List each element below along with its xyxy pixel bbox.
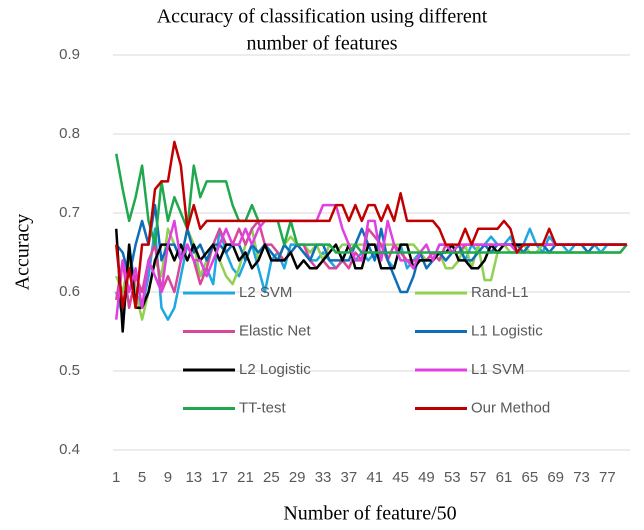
x-tick-label: 41 bbox=[366, 469, 383, 486]
chart-title: Accuracy of classification using differe… bbox=[157, 6, 488, 28]
legend-label: Our Method bbox=[471, 399, 550, 416]
x-tick-label: 61 bbox=[496, 469, 513, 486]
y-tick-label: 0.5 bbox=[59, 362, 80, 379]
y-tick-label: 0.8 bbox=[59, 125, 80, 142]
x-tick-label: 33 bbox=[315, 469, 332, 486]
y-tick-label: 0.6 bbox=[59, 283, 80, 300]
x-tick-label: 49 bbox=[418, 469, 435, 486]
x-tick-label: 9 bbox=[164, 469, 172, 486]
legend-label: Elastic Net bbox=[239, 322, 312, 339]
x-tick-label: 45 bbox=[392, 469, 409, 486]
x-tick-label: 29 bbox=[289, 469, 306, 486]
x-tick-label: 13 bbox=[185, 469, 202, 486]
y-axis-label: Accuracy bbox=[12, 214, 34, 291]
x-tick-label: 53 bbox=[444, 469, 461, 486]
x-tick-label: 5 bbox=[138, 469, 146, 486]
x-tick-label: 1 bbox=[112, 469, 120, 486]
x-tick-label: 77 bbox=[599, 469, 616, 486]
series-line bbox=[114, 140, 627, 310]
chart-title: number of features bbox=[246, 33, 397, 55]
y-tick-label: 0.9 bbox=[59, 46, 80, 63]
legend-label: L1 Logistic bbox=[471, 322, 543, 339]
series-line bbox=[115, 153, 628, 254]
x-tick-label: 73 bbox=[573, 469, 590, 486]
y-tick-label: 0.7 bbox=[59, 204, 80, 221]
y-tick-label: 0.4 bbox=[59, 441, 80, 458]
x-axis-label: Number of feature/50 bbox=[283, 503, 456, 525]
x-tick-label: 25 bbox=[263, 469, 280, 486]
legend-label: TT-test bbox=[239, 399, 287, 416]
legend-label: Rand-L1 bbox=[471, 284, 529, 301]
x-tick-label: 57 bbox=[470, 469, 487, 486]
x-tick-label: 37 bbox=[341, 469, 358, 486]
x-tick-label: 69 bbox=[547, 469, 564, 486]
legend-label: L2 SVM bbox=[239, 284, 292, 301]
x-tick-label: 65 bbox=[521, 469, 538, 486]
x-tick-label: 21 bbox=[237, 469, 254, 486]
legend-label: L2 Logistic bbox=[239, 361, 311, 378]
x-tick-label: 17 bbox=[211, 469, 228, 486]
legend-label: L1 SVM bbox=[471, 361, 524, 378]
